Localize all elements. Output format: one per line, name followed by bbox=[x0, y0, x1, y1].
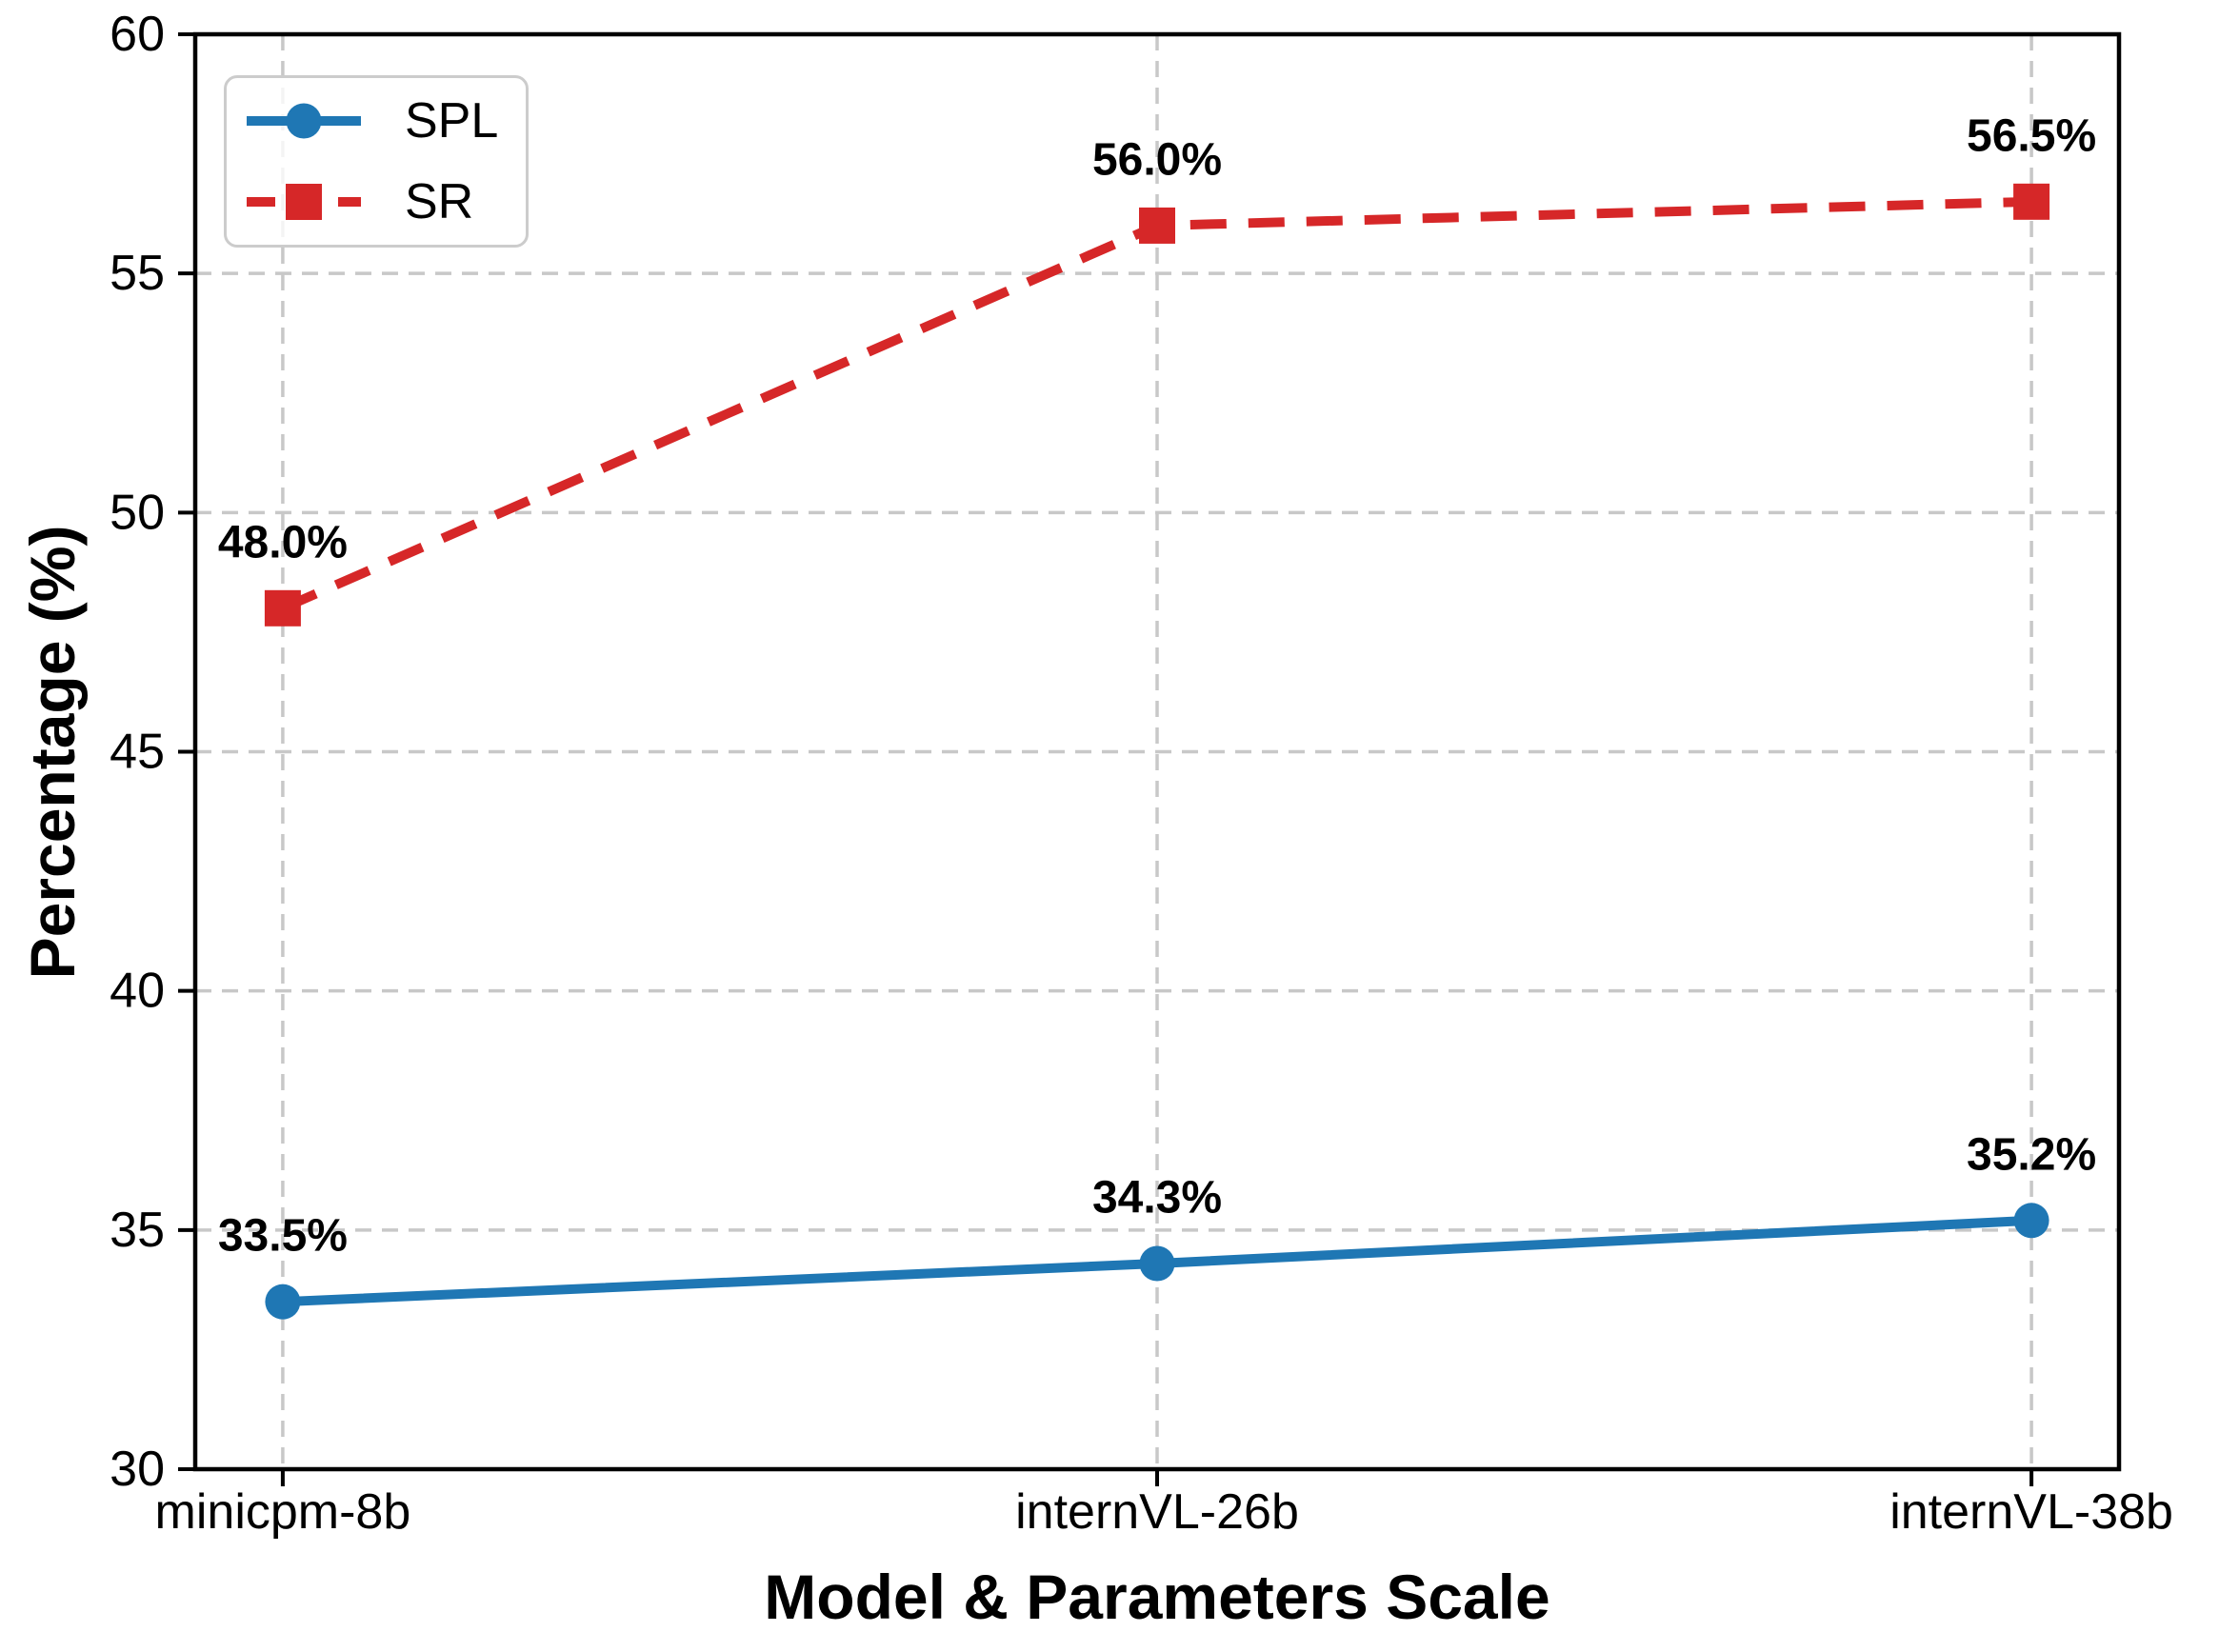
value-label: 34.3% bbox=[1092, 1172, 1222, 1223]
x-tick-label: internVL-38b bbox=[1889, 1484, 2173, 1540]
sr-marker-icon bbox=[1139, 207, 1175, 244]
y-tick-label: 35 bbox=[110, 1203, 165, 1258]
spl-marker-icon bbox=[1139, 1245, 1175, 1282]
y-tick-label: 45 bbox=[110, 725, 165, 780]
x-axis-title: Model & Parameters Scale bbox=[764, 1562, 1549, 1632]
y-tick-label: 40 bbox=[110, 964, 165, 1019]
spl-line-sample bbox=[247, 103, 361, 139]
legend-item-sr: SR bbox=[243, 162, 526, 243]
value-label: 56.0% bbox=[1092, 134, 1222, 185]
legend-label-sr: SR bbox=[405, 174, 474, 229]
value-label: 33.5% bbox=[218, 1211, 348, 1262]
value-label: 35.2% bbox=[1967, 1129, 2096, 1180]
legend: SPL SR bbox=[224, 75, 529, 248]
y-tick-label: 60 bbox=[110, 7, 165, 62]
spl-marker-icon bbox=[2013, 1203, 2049, 1239]
sr-marker-icon bbox=[264, 589, 301, 627]
sr-sample-marker-icon bbox=[286, 184, 322, 220]
legend-item-spl: SPL bbox=[243, 81, 526, 162]
y-tick-label: 30 bbox=[110, 1442, 165, 1497]
value-label: 48.0% bbox=[218, 517, 348, 567]
x-tick-label: minicpm-8b bbox=[155, 1484, 411, 1540]
sr-marker-icon bbox=[2013, 183, 2050, 220]
sr-line-sample bbox=[247, 184, 361, 220]
y-axis-title: Percentage (%) bbox=[17, 526, 88, 980]
spl-sample-marker-icon bbox=[286, 103, 322, 139]
spl-marker-icon bbox=[265, 1284, 301, 1320]
x-tick-label: internVL-26b bbox=[1015, 1484, 1299, 1540]
y-tick-label: 55 bbox=[110, 246, 165, 301]
value-label: 56.5% bbox=[1967, 110, 2096, 161]
y-tick-label: 50 bbox=[110, 485, 165, 540]
legend-label-spl: SPL bbox=[405, 93, 499, 149]
